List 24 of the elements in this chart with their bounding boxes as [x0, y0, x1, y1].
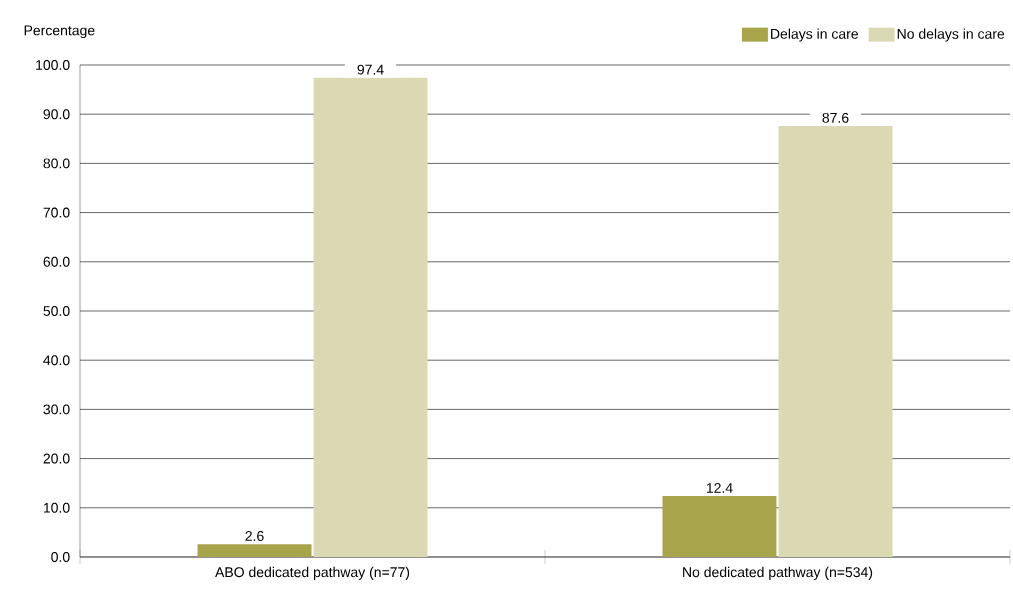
y-tick-label: 70.0 — [43, 207, 70, 218]
y-tick-label: 80.0 — [43, 158, 70, 169]
y-axis-title: Percentage — [24, 25, 95, 39]
y-tick-label: 90.0 — [43, 109, 70, 120]
bar — [313, 77, 428, 557]
data-label: 87.6 — [822, 112, 849, 123]
x-tick-label: ABO dedicated pathway (n=77) — [215, 566, 410, 580]
bar — [197, 544, 312, 557]
data-label: 97.4 — [357, 64, 384, 75]
legend-label: Delays in care — [771, 28, 858, 42]
data-label: 2.6 — [245, 531, 264, 541]
bar — [662, 495, 777, 557]
y-tick-label: 50.0 — [43, 306, 70, 316]
y-tick-label: 40.0 — [43, 355, 70, 366]
y-tick-label: 30.0 — [43, 404, 70, 415]
legend-label: No delays in care — [897, 28, 1005, 42]
y-tick-label: 60.0 — [43, 256, 70, 267]
y-tick-label: 100.0 — [36, 60, 70, 70]
y-tick-label: 20.0 — [43, 453, 70, 464]
data-label: 12.4 — [706, 482, 733, 493]
bar — [778, 126, 893, 557]
x-tick-label: No dedicated pathway (n=534) — [683, 566, 873, 580]
y-tick-label: 10.0 — [43, 502, 70, 513]
y-tick-label: 0.0 — [51, 552, 70, 562]
